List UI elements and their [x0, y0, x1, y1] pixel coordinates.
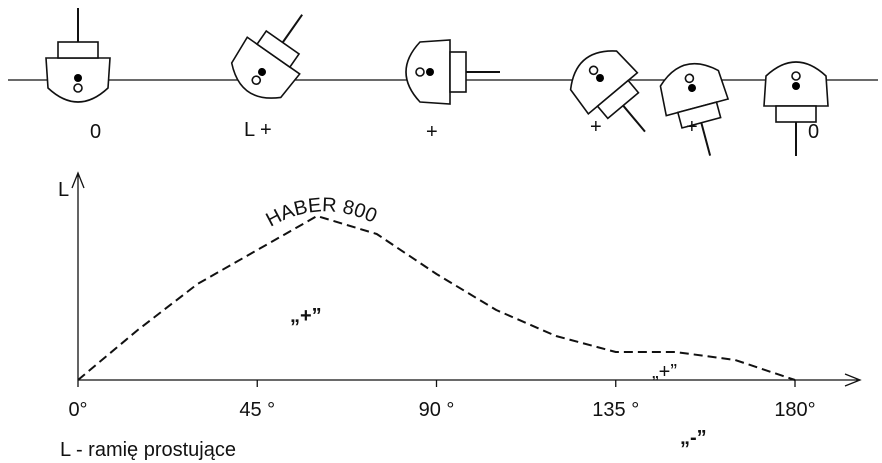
- boat-label: +: [426, 121, 438, 143]
- y-axis: [72, 173, 84, 380]
- curve-label: HABER 800: [262, 194, 380, 231]
- boat: [655, 57, 741, 164]
- note: L - ramię prostujące: [60, 439, 236, 461]
- x-tick-label: 135 °: [592, 399, 639, 421]
- annotation: „+”: [290, 305, 322, 327]
- boat: [406, 40, 500, 104]
- boat-label: +: [590, 116, 602, 138]
- boat-label: L +: [244, 119, 272, 141]
- boat-label: +: [686, 116, 698, 138]
- x-tick-label: 0°: [68, 399, 87, 421]
- x-tick-label: 90 °: [419, 399, 455, 421]
- x-tick-label: 45 °: [239, 399, 275, 421]
- annotation: „-”: [680, 427, 707, 449]
- x-axis: [78, 374, 860, 386]
- boat-label: 0: [808, 121, 819, 143]
- boat-label: 0: [90, 121, 101, 143]
- boat: [560, 39, 669, 152]
- y-axis-label: L: [58, 179, 69, 201]
- x-tick-label: 180°: [774, 399, 815, 421]
- chart: 0 L + + + + 0 L HABER 800 „+” „+” „-” L …: [0, 0, 882, 463]
- curve-label-text: HABER 800: [262, 194, 380, 231]
- curve: [78, 216, 795, 380]
- boat: [222, 0, 328, 110]
- annotation: „+”: [652, 361, 677, 383]
- boat: [46, 8, 110, 102]
